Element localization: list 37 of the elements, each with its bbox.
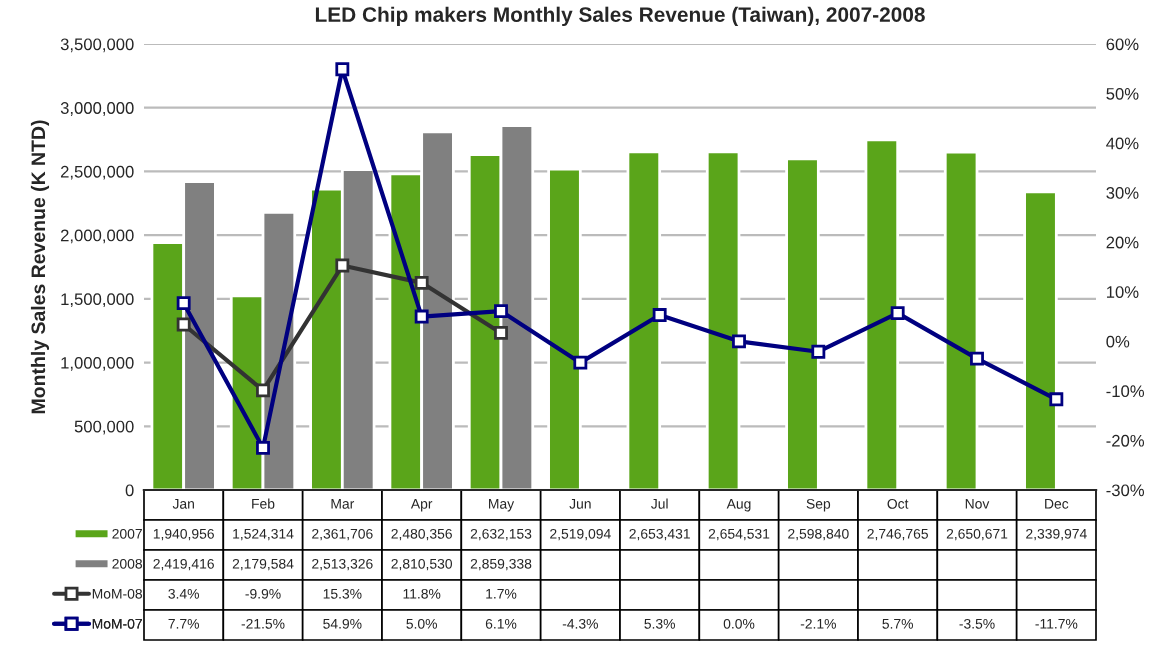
y2-tick-label: 40% — [1106, 137, 1139, 150]
y-tick-label: 3,000,000 — [60, 102, 134, 116]
point — [652, 308, 667, 323]
point — [732, 334, 746, 349]
point — [494, 325, 508, 340]
point — [890, 306, 905, 321]
point — [970, 351, 984, 366]
y-tick-label: 2,500,000 — [60, 165, 134, 180]
point — [494, 304, 508, 319]
point — [176, 296, 191, 311]
y2-tick-label: -10% — [1106, 385, 1145, 398]
y2-tick-label: 50% — [1106, 87, 1139, 100]
y-axis-title: Monthly Sales Revenue (K NTD) — [30, 120, 50, 414]
y2-tick-label: 20% — [1106, 236, 1139, 249]
y2-tick-label: 30% — [1106, 187, 1139, 199]
chart-title: LED Chip makers Monthly Sales Revenue (Taiwan), 2007-2008 — [315, 6, 925, 27]
y-tick-label: 3,500,000 — [60, 38, 134, 53]
point — [256, 440, 270, 455]
point — [256, 383, 270, 398]
y2-tick-label: -20% — [1106, 434, 1145, 447]
point — [335, 62, 350, 77]
y-tick-label: 0 — [125, 484, 134, 497]
y-tick-label: 1,500,000 — [61, 293, 134, 308]
y2-tick-label: -30% — [1106, 484, 1145, 497]
y2-tick-label: 10% — [1106, 286, 1139, 298]
point — [1049, 392, 1064, 407]
point — [176, 317, 191, 332]
point — [414, 275, 429, 290]
y-tick-label: 2,000,000 — [60, 229, 134, 244]
y-tick-label: 1,000,000 — [61, 356, 134, 371]
y2-tick-label: 0% — [1106, 335, 1130, 348]
y2-tick-label: 60% — [1106, 38, 1139, 51]
point — [573, 355, 588, 370]
point — [811, 344, 826, 359]
point — [335, 258, 350, 273]
point — [414, 309, 429, 324]
y-tick-label: 500,000 — [74, 420, 134, 435]
